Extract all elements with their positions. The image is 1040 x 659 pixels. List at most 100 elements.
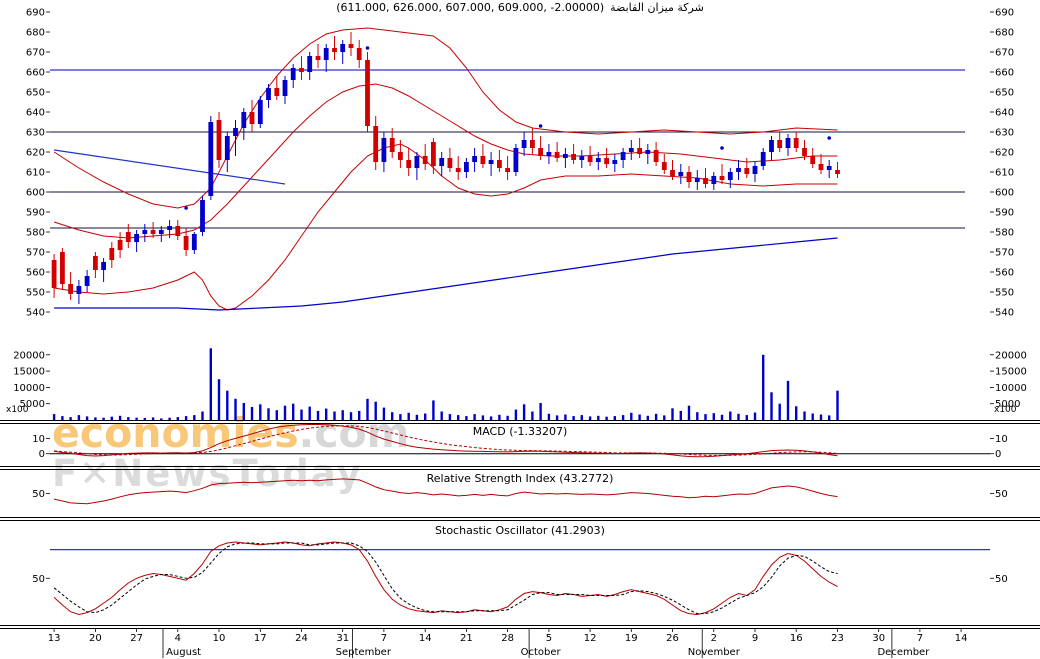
date-tick-label: 17 — [254, 633, 267, 644]
candle-down — [150, 230, 156, 234]
volume-bar — [217, 379, 221, 420]
volume-bar — [745, 415, 748, 420]
volume-bar — [630, 412, 633, 420]
month-label: November — [688, 647, 741, 658]
candle-up — [340, 44, 346, 52]
volume-bar — [226, 390, 229, 420]
volume-bar — [498, 414, 501, 420]
candle-down — [571, 154, 576, 160]
candle-up — [224, 136, 230, 160]
candle-up — [513, 148, 519, 172]
date-tick-label: 24 — [295, 633, 308, 644]
volume-bar — [580, 415, 583, 420]
volume-unit-label-right: x100 — [994, 405, 1017, 415]
price-ytick-right: 630 — [995, 128, 1014, 139]
volume-bar — [94, 417, 97, 420]
date-tick-label: 23 — [831, 633, 844, 644]
candle-down — [216, 120, 222, 160]
date-tick-label: 28 — [501, 633, 514, 644]
volume-bar — [118, 415, 122, 420]
volume-bar — [341, 410, 344, 420]
volume-bar — [646, 415, 649, 420]
volume-bar — [151, 417, 155, 420]
candle-up — [620, 152, 626, 160]
candle-down — [604, 158, 609, 164]
candle-up — [563, 154, 568, 158]
volume-bar — [325, 408, 328, 420]
price-ytick-right: 540 — [995, 308, 1014, 319]
volume-bar — [481, 415, 485, 420]
candle-up — [290, 68, 296, 80]
volume-bar — [234, 398, 237, 420]
volume-bar — [275, 410, 278, 420]
price-ytick-left: 540 — [26, 308, 45, 319]
candle-down — [109, 248, 115, 260]
candle-down — [422, 156, 428, 164]
candle-down — [398, 152, 403, 160]
candle-down — [274, 88, 280, 96]
macd-ytick-left: 0 — [39, 449, 45, 460]
price-ytick-right: 600 — [995, 188, 1014, 199]
volume-bar — [382, 407, 386, 420]
volume-bar — [786, 380, 790, 420]
volume-bar — [308, 406, 311, 420]
candle-up — [158, 230, 164, 234]
volume-bar — [358, 410, 361, 420]
candle-down — [299, 68, 304, 72]
candle-down — [554, 152, 560, 158]
stochastic-ytick-right: 50 — [995, 574, 1008, 585]
price-ytick-right: 650 — [995, 88, 1014, 99]
date-tick-label: 21 — [460, 633, 473, 644]
candle-down — [348, 44, 354, 48]
watermark-fxnewstoday: F✕NewsToday — [52, 451, 363, 495]
volume-bar — [201, 411, 204, 420]
candle-up — [200, 200, 205, 232]
stochastic-percent_k-line — [53, 541, 838, 616]
candle-down — [51, 260, 57, 288]
volume-ytick-right: 10000 — [995, 383, 1027, 394]
date-tick-label: 30 — [872, 633, 885, 644]
volume-bar — [613, 416, 616, 420]
volume-bar — [638, 414, 641, 420]
volume-bar — [687, 405, 691, 420]
candle-down — [653, 150, 659, 162]
volume-bar — [489, 416, 493, 420]
price-ytick-right: 610 — [995, 168, 1014, 179]
volume-bar — [440, 411, 443, 420]
candle-up — [826, 166, 832, 170]
volume-bar — [391, 412, 394, 420]
candle-down — [447, 158, 453, 168]
date-tick-label: 16 — [790, 633, 803, 644]
month-label: September — [336, 647, 392, 658]
volume-bar — [836, 390, 839, 420]
bollinger-upper-band — [53, 27, 838, 209]
volume-bar — [399, 414, 402, 420]
candle-up — [678, 172, 684, 176]
candle-down — [389, 138, 395, 152]
chart-title-symbol: شركة ميزان القابضة — [610, 1, 704, 14]
candle-down — [431, 142, 436, 166]
volume-bar — [102, 417, 105, 420]
candle-up — [101, 262, 106, 270]
candle-up — [595, 158, 601, 162]
volume-bar — [539, 403, 542, 420]
candle-up — [282, 80, 288, 96]
volume-bar — [597, 415, 600, 420]
candle-up — [521, 140, 527, 148]
volume-bar — [259, 404, 262, 420]
candle-up — [736, 168, 741, 172]
long-term-moving-average — [54, 237, 838, 311]
volume-bar — [654, 413, 658, 420]
month-label: August — [166, 647, 201, 658]
volume-ytick-left: 20000 — [13, 350, 45, 361]
candle-up — [167, 226, 172, 230]
watermark-economies: economies — [52, 409, 299, 457]
volume-ytick-left: 10000 — [13, 383, 45, 394]
candle-down — [661, 162, 667, 170]
volume-bar — [300, 409, 303, 420]
volume-bar — [770, 392, 773, 420]
volume-bar — [193, 415, 196, 420]
candle-down — [373, 126, 379, 162]
candle-up — [727, 172, 733, 180]
